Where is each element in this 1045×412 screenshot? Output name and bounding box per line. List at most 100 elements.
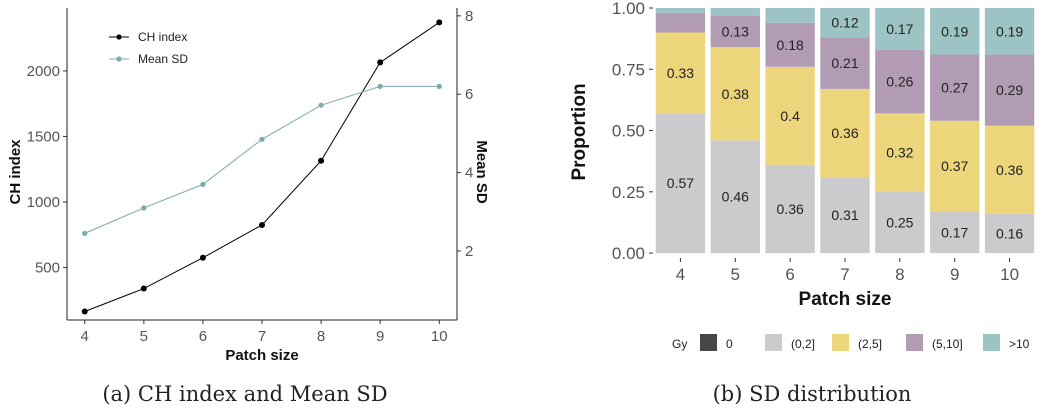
data-label: 0.27 [941,80,968,96]
y2-tick-label-a: 4 [465,165,473,182]
legend-label: (2,5] [858,337,882,351]
legend-label: Mean SD [138,52,188,66]
bar-segment [655,32,706,114]
data-point-1 [141,205,147,211]
bar-segment [765,164,815,254]
data-point-1 [200,181,206,187]
x-axis-label-b: Patch size [799,289,892,310]
bar-segment [655,8,706,13]
x-tick-label-a: 10 [431,328,448,345]
chart-sd-distribution: 0.57 0.33 0.46 0.38 0.13 0.36 0.4 0.18 0.31 0.36 0… [569,0,1035,406]
data-point-1 [377,83,383,89]
bar-segment [875,191,925,254]
legend-key-swatch [983,334,1000,351]
data-label: 0.19 [996,23,1023,39]
bar-segment [984,54,1035,126]
x-tick-label-a: 5 [140,328,148,345]
x-axis-label-a: Patch size [225,347,298,364]
data-label: 0.21 [831,55,858,71]
series-line-1 [84,85,440,234]
bar-segment [875,49,925,114]
legend-key-swatch [765,334,782,351]
data-label: 0.18 [777,37,804,53]
bar-segment [710,15,760,48]
data-point-0 [199,254,206,261]
bar-segment [984,213,1035,254]
data-label: 0.37 [941,158,968,174]
data-label: 0.32 [886,145,913,161]
data-label: 0.46 [722,189,749,205]
data-point-1 [259,136,265,142]
x-tick-label-b: 7 [840,265,849,284]
legend-label: CH index [138,30,187,44]
bar-segment [820,88,870,178]
data-label: 0.17 [886,21,913,37]
x-tick-label-a: 6 [199,328,207,345]
bar-segment [820,177,870,254]
bar-segment [655,12,706,33]
bar-segment [820,8,870,38]
data-label: 0.57 [667,175,694,191]
x-tick-label-b: 8 [895,265,904,284]
x-tick-label-a: 8 [317,328,325,345]
data-label: 0.31 [831,207,858,223]
y-tick-label-a: 1000 [27,194,60,211]
bar-segment [984,8,1035,55]
legend-b: Gy 0 (0,2] (2,5] (5,10] >10 [672,334,1030,351]
y-tick-label-a: 1500 [27,128,60,145]
y2-axis-label-a: Mean SD [473,140,490,204]
caption-a: (a) CH index and Mean SD [102,382,387,406]
data-point-0 [377,59,384,66]
bar-segment [875,113,925,192]
x-tick-label-b: 6 [785,265,794,284]
data-label: 0.33 [667,65,694,81]
data-point-1 [436,83,442,89]
data-label: 0.26 [886,74,913,90]
bar-segment [930,120,980,212]
y-tick-label-b: 1.00 [612,0,645,18]
y2-tick-label-a: 2 [465,243,473,260]
bar-segment [710,140,760,254]
data-label: 0.36 [996,162,1023,178]
data-label: 0.25 [886,214,913,230]
data-label: 0.17 [941,224,968,240]
bar-segment [930,211,980,254]
legend-a: CH index Mean SD [109,30,188,66]
legend-key-swatch [832,334,849,351]
data-label: 0.19 [941,23,968,39]
data-label: 0.16 [996,225,1023,241]
x-tick-label-b: 4 [676,265,685,284]
x-tick-label-b: 9 [950,265,959,284]
bar-segment [984,125,1035,214]
data-label: 0.13 [722,23,749,39]
data-point-0 [259,221,265,228]
legend-key-swatch [906,334,923,351]
legend-label: >10 [1009,337,1030,351]
bar-segment [765,22,815,67]
data-label: 0.36 [831,125,858,141]
x-tick-label-b: 10 [1000,265,1019,284]
y-tick-label-b: 0.50 [612,122,645,141]
legend-label: (5,10] [932,337,963,351]
legend-title-b: Gy [672,337,687,351]
data-point-0 [81,308,88,315]
x-tick-label-a: 9 [376,328,384,345]
y-tick-label-b: 0.00 [612,244,645,263]
legend-label: 0 [726,337,733,351]
chart-ch-index-mean-sd: 4 5 6 7 8 9 10 500 1000 1500 2000 2 4 6 8 CH index Mean… [7,8,490,406]
data-point-0 [436,19,443,26]
data-point-0 [140,285,147,292]
bar-segment [710,8,760,16]
data-label: 0.38 [722,86,749,102]
bar-segment [765,8,815,23]
data-label: 0.4 [780,108,800,124]
bar-segment [930,54,980,121]
data-point-1 [82,230,88,236]
legend-key-point [116,34,122,40]
legend-key-swatch [700,334,717,351]
legend-key-point [116,56,122,62]
caption-b: (b) SD distribution [713,382,912,406]
bar-segment [930,8,980,55]
bar-segment [875,8,925,50]
